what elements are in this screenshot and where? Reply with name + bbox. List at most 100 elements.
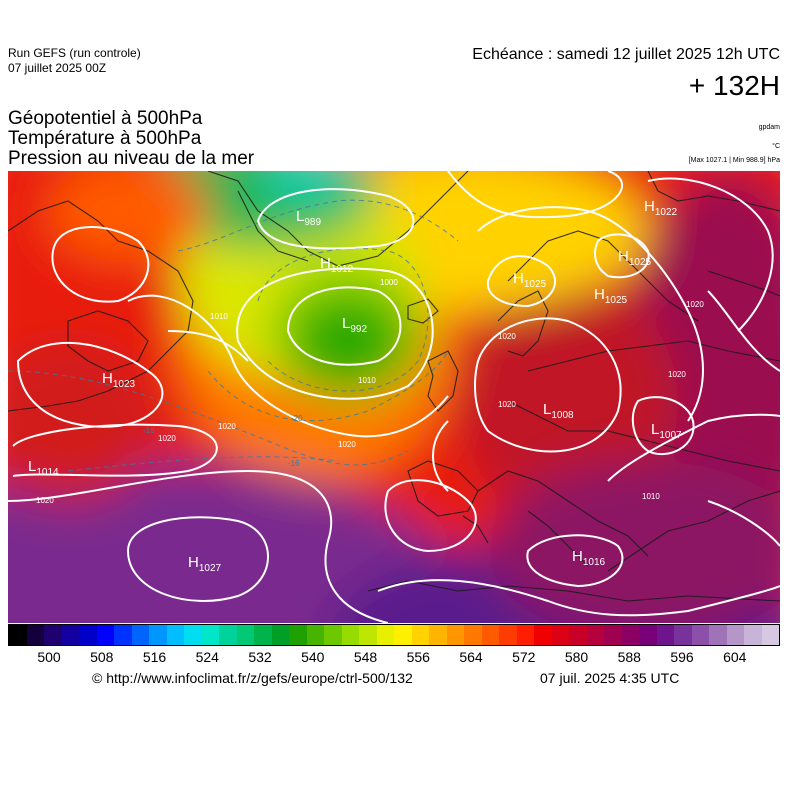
lead-time: + 132H <box>688 70 780 101</box>
isobar-label: 1010 <box>210 312 228 321</box>
isobar-label: 1020 <box>498 332 516 341</box>
colorbar-segment <box>289 625 307 645</box>
colorbar-tick-label: 540 <box>301 649 325 665</box>
pressure-center-l-1014: L1014 <box>28 458 59 478</box>
isobar-label: 1020 <box>338 440 356 449</box>
colorbar-tick-label: 588 <box>617 649 641 665</box>
colorbar-segment <box>184 625 202 645</box>
colorbar-segment <box>691 625 709 645</box>
pressure-center-h-1025-b: H1025 <box>594 286 628 306</box>
colorbar-segment <box>446 625 464 645</box>
isotherm-label: -16 <box>288 459 300 468</box>
colorbar-segment <box>761 625 779 645</box>
colorbar-tick-label: 524 <box>195 649 219 665</box>
colorbar-segment <box>219 625 237 645</box>
run-date: 07 juillet 2025 00Z <box>8 61 107 75</box>
colorbar-segment <box>271 625 289 645</box>
colorbar-segment <box>429 625 447 645</box>
pressure-center-h-1022: H1022 <box>644 198 678 218</box>
colorbar-segment <box>674 625 692 645</box>
pressure-center-h-1025-a: H1025 <box>513 270 547 290</box>
colorbar-segment <box>744 625 762 645</box>
valid-time: Echéance : samedi 12 juillet 2025 12h UT… <box>472 46 780 63</box>
param-temperature: Température à 500hPa <box>8 128 202 149</box>
colorbar-segment <box>149 625 167 645</box>
colorbar-tick-label: 500 <box>37 649 61 665</box>
colorbar-tick-label: 556 <box>406 649 430 665</box>
colorbar-segment <box>569 625 587 645</box>
colorbar-segment <box>236 625 254 645</box>
colorbar-segment <box>656 625 674 645</box>
param-geopotential: Géopotentiel à 500hPa <box>8 108 203 129</box>
pressure-center-l-989: L989 <box>296 208 321 228</box>
pressure-range: [Max 1027.1 | Min 988.9] hPa <box>688 157 780 164</box>
pressure-center-h-1023: H1023 <box>102 370 136 390</box>
colorbar-segment <box>9 625 27 645</box>
isobar-label: 1020 <box>218 422 236 431</box>
colorbar <box>8 624 780 646</box>
isobar-label: 1020 <box>668 370 686 379</box>
colorbar-segment <box>359 625 377 645</box>
colorbar-segment <box>306 625 324 645</box>
colorbar-segment <box>61 625 79 645</box>
colorbar-segment <box>621 625 639 645</box>
colorbar-segment <box>464 625 482 645</box>
colorbar-tick-label: 548 <box>353 649 378 665</box>
colorbar-segment <box>341 625 359 645</box>
pressure-center-l-1008: L1008 <box>543 401 574 421</box>
colorbar-tick-label: 596 <box>670 649 694 665</box>
colorbar-segment <box>394 625 412 645</box>
colorbar-segment <box>411 625 429 645</box>
unit-celsius: °C <box>772 143 780 150</box>
isobar-label: 1020 <box>158 434 176 443</box>
colorbar-segment <box>44 625 62 645</box>
colorbar-segment <box>26 625 44 645</box>
pressure-center-l-992: L992 <box>342 315 367 335</box>
isobar-labels: 1010 1000 1010 1020 1020 1020 1020 1020 … <box>36 278 704 505</box>
colorbar-tick-label: 508 <box>90 649 114 665</box>
colorbar-segment <box>114 625 132 645</box>
colorbar-segment <box>709 625 727 645</box>
colorbar-tick-label: 564 <box>459 649 483 665</box>
colorbar-segment <box>726 625 744 645</box>
isobars <box>8 171 780 623</box>
isotherm-label: -16 <box>143 426 155 435</box>
colorbar-segment <box>254 625 272 645</box>
colorbar-segment <box>201 625 219 645</box>
colorbar-tick-labels: 500 508 516 524 532 540 548 556 564 572 580 588 596 6… <box>8 649 780 667</box>
colorbar-tick-label: 532 <box>248 649 272 665</box>
isobar-label: 1010 <box>642 492 660 501</box>
colorbar-tick-label: 572 <box>512 649 536 665</box>
generation-time: 07 juil. 2025 4:35 UTC <box>540 670 680 686</box>
isobar-label: 1020 <box>686 300 704 309</box>
isotherm-labels: -20 -16 -16 <box>143 414 303 468</box>
colorbar-segment <box>324 625 342 645</box>
run-title: Run GEFS (run controle) <box>8 46 141 60</box>
colorbar-segment <box>534 625 552 645</box>
credit-link[interactable]: © http://www.infoclimat.fr/z/gefs/europe… <box>92 670 413 686</box>
pressure-center-h-1025-c: H1025 <box>618 248 652 268</box>
isobar-label: 1020 <box>498 400 516 409</box>
colorbar-segment <box>96 625 114 645</box>
colorbar-segment <box>586 625 604 645</box>
colorbar-segment <box>131 625 149 645</box>
colorbar-segment <box>499 625 517 645</box>
colorbar-segment <box>481 625 499 645</box>
pressure-centers: L989 H1012 L992 H1023 L1014 H1027 H1025 … <box>28 198 682 574</box>
isotherm-label: -20 <box>291 414 303 423</box>
colorbar-segment <box>166 625 184 645</box>
param-pressure: Pression au niveau de la mer <box>8 148 255 169</box>
pressure-center-h-1027: H1027 <box>188 554 222 574</box>
pressure-center-h-1016: H1016 <box>572 548 606 568</box>
unit-gpdam: gpdam <box>758 124 780 131</box>
isobar-label: 1020 <box>36 496 54 505</box>
pressure-center-l-1007: L1007 <box>651 421 682 441</box>
colorbar-tick-label: 516 <box>142 649 167 665</box>
colorbar-segment <box>639 625 657 645</box>
colorbar-segment <box>79 625 97 645</box>
pressure-center-h-1012: H1012 <box>320 255 354 275</box>
colorbar-segment <box>551 625 569 645</box>
isobar-label: 1010 <box>358 376 376 385</box>
isobar-label: 1000 <box>380 278 398 287</box>
colorbar-segment <box>604 625 622 645</box>
